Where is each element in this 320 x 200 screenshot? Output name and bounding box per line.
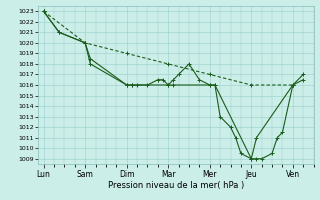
X-axis label: Pression niveau de la mer( hPa ): Pression niveau de la mer( hPa ) xyxy=(108,181,244,190)
